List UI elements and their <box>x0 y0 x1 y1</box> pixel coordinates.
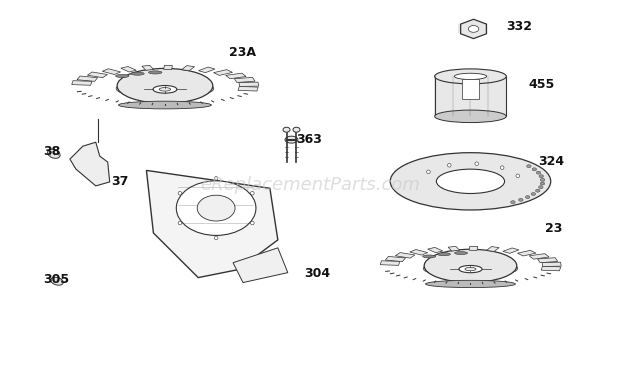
Ellipse shape <box>468 26 479 32</box>
Polygon shape <box>529 254 549 259</box>
Ellipse shape <box>390 153 551 210</box>
Polygon shape <box>142 65 154 70</box>
Ellipse shape <box>283 127 290 132</box>
Polygon shape <box>428 248 443 253</box>
Ellipse shape <box>525 196 530 199</box>
Text: 363: 363 <box>296 132 322 146</box>
Circle shape <box>516 174 520 178</box>
Polygon shape <box>121 67 136 72</box>
Circle shape <box>250 221 254 225</box>
Ellipse shape <box>293 127 300 132</box>
Polygon shape <box>72 81 92 85</box>
Circle shape <box>178 221 182 225</box>
Text: 324: 324 <box>538 155 564 168</box>
Bar <box>461 79 479 99</box>
Text: 37: 37 <box>111 175 128 188</box>
Ellipse shape <box>536 171 541 174</box>
Ellipse shape <box>424 249 516 282</box>
Ellipse shape <box>435 110 507 122</box>
Polygon shape <box>146 171 278 278</box>
Ellipse shape <box>423 255 436 258</box>
Ellipse shape <box>532 168 536 171</box>
Ellipse shape <box>531 192 536 195</box>
Ellipse shape <box>454 73 487 80</box>
Polygon shape <box>233 248 288 283</box>
Text: 304: 304 <box>304 268 330 280</box>
Polygon shape <box>518 250 536 256</box>
Ellipse shape <box>435 69 507 84</box>
Polygon shape <box>77 76 98 81</box>
Circle shape <box>250 191 254 195</box>
Polygon shape <box>164 65 172 70</box>
Ellipse shape <box>159 88 170 91</box>
Ellipse shape <box>153 85 177 93</box>
Text: eReplacementParts.com: eReplacementParts.com <box>200 176 420 194</box>
Text: 332: 332 <box>507 20 533 33</box>
Text: 38: 38 <box>43 145 61 158</box>
Ellipse shape <box>541 178 545 181</box>
Polygon shape <box>487 246 499 252</box>
Polygon shape <box>102 69 121 74</box>
Ellipse shape <box>454 252 467 255</box>
Ellipse shape <box>438 253 450 256</box>
Ellipse shape <box>176 181 256 235</box>
Circle shape <box>215 176 218 180</box>
Circle shape <box>475 162 479 165</box>
Text: 305: 305 <box>43 273 69 286</box>
Polygon shape <box>541 266 560 271</box>
Polygon shape <box>226 73 246 79</box>
Text: 455: 455 <box>528 77 555 91</box>
Circle shape <box>500 166 504 169</box>
Polygon shape <box>238 87 258 91</box>
Ellipse shape <box>518 198 523 201</box>
Bar <box>435 76 507 116</box>
Polygon shape <box>182 65 195 71</box>
Polygon shape <box>87 72 107 78</box>
Ellipse shape <box>48 149 60 158</box>
Ellipse shape <box>285 136 298 143</box>
Polygon shape <box>461 19 487 38</box>
Ellipse shape <box>117 68 213 103</box>
Polygon shape <box>469 246 478 250</box>
Polygon shape <box>234 77 255 83</box>
Ellipse shape <box>131 72 144 75</box>
Polygon shape <box>538 258 558 263</box>
Ellipse shape <box>51 277 63 285</box>
Ellipse shape <box>115 74 129 78</box>
Ellipse shape <box>149 71 162 74</box>
Ellipse shape <box>539 186 543 189</box>
Circle shape <box>178 191 182 195</box>
Polygon shape <box>396 253 415 258</box>
Polygon shape <box>542 262 561 266</box>
Polygon shape <box>70 142 110 186</box>
Polygon shape <box>380 261 400 265</box>
Ellipse shape <box>118 101 211 109</box>
Ellipse shape <box>526 165 531 168</box>
Ellipse shape <box>536 189 540 192</box>
Ellipse shape <box>197 195 235 221</box>
Polygon shape <box>503 248 519 253</box>
Ellipse shape <box>423 259 518 278</box>
Ellipse shape <box>436 169 505 194</box>
Circle shape <box>427 170 430 174</box>
Polygon shape <box>410 249 428 255</box>
Polygon shape <box>213 70 232 75</box>
Ellipse shape <box>511 201 515 204</box>
Polygon shape <box>385 256 405 262</box>
Ellipse shape <box>465 268 476 271</box>
Polygon shape <box>198 67 215 73</box>
Ellipse shape <box>540 182 544 185</box>
Circle shape <box>215 236 218 240</box>
Ellipse shape <box>116 79 214 98</box>
Text: 23A: 23A <box>229 46 255 58</box>
Text: 23: 23 <box>544 222 562 235</box>
Ellipse shape <box>425 280 515 287</box>
Polygon shape <box>239 82 259 87</box>
Ellipse shape <box>539 175 544 178</box>
Ellipse shape <box>459 265 482 273</box>
Polygon shape <box>448 246 459 251</box>
Circle shape <box>448 164 451 167</box>
